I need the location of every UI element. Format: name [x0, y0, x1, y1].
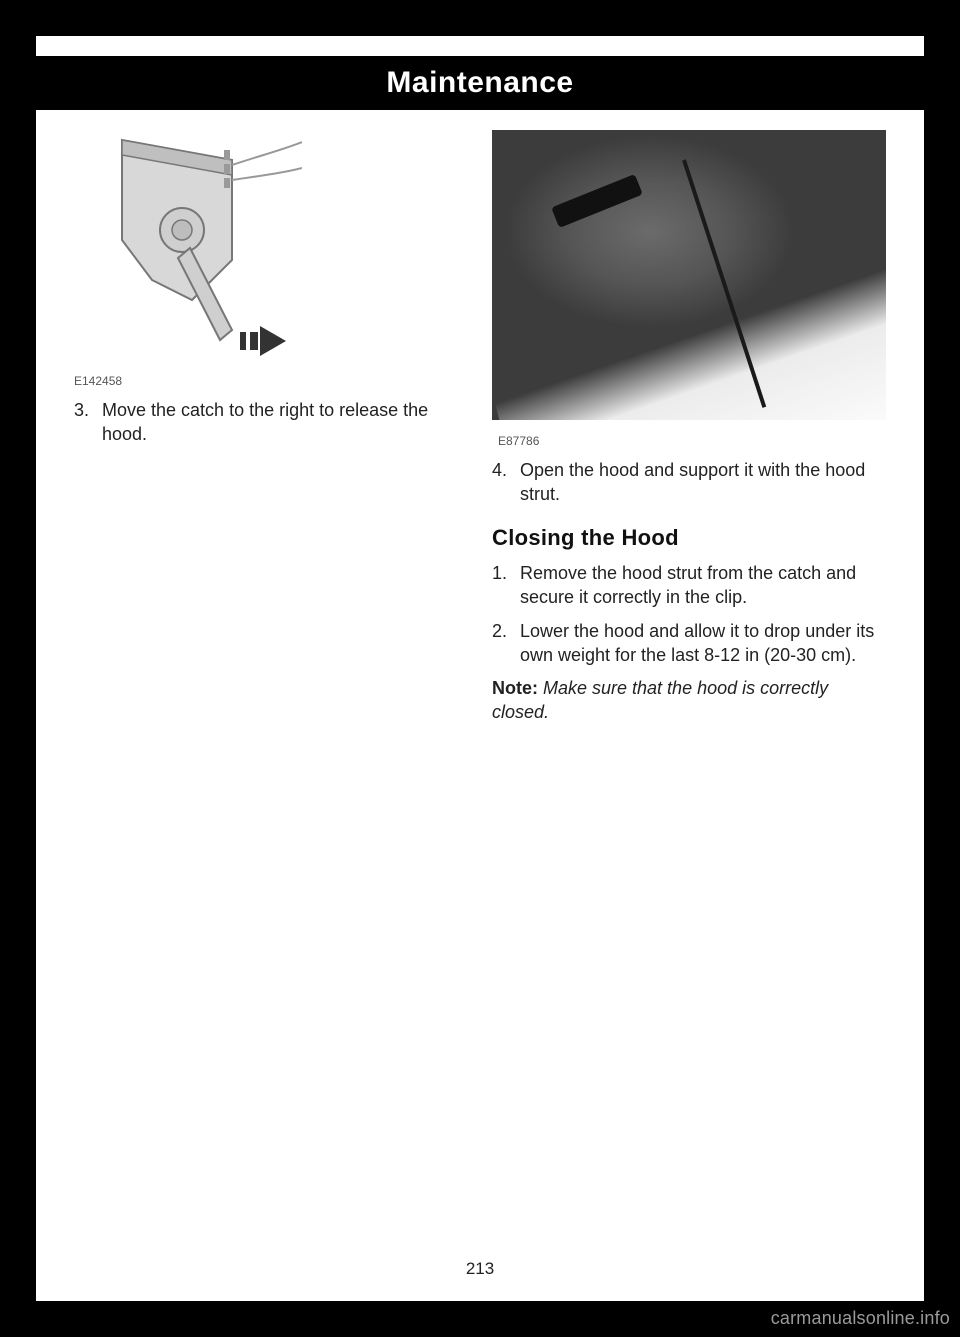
step-3: 3. Move the catch to the right to releas…	[74, 398, 468, 447]
closing-step-2-text: Lower the hood and allow it to drop unde…	[520, 619, 886, 668]
step-3-number: 3.	[74, 398, 102, 447]
figure-1-label: E142458	[74, 374, 468, 388]
content-area: E142458 3. Move the catch to the right t…	[74, 130, 886, 1240]
step-4: 4. Open the hood and support it with the…	[492, 458, 886, 507]
closing-step-2: 2. Lower the hood and allow it to drop u…	[492, 619, 886, 668]
closing-hood-heading: Closing the Hood	[492, 525, 886, 551]
hood-edge	[492, 193, 886, 420]
page-title-band: Maintenance	[36, 56, 924, 110]
figure-hood-latch	[82, 130, 302, 370]
closing-step-1-text: Remove the hood strut from the catch and…	[520, 561, 886, 610]
step-3-text: Move the catch to the right to release t…	[102, 398, 468, 447]
hood-latch-illustration	[82, 130, 302, 370]
figure-hood-strut	[492, 130, 886, 430]
left-column: E142458 3. Move the catch to the right t…	[74, 130, 468, 1240]
closing-step-1-number: 1.	[492, 561, 520, 610]
step-4-text: Open the hood and support it with the ho…	[520, 458, 886, 507]
figure-2-label: E87786	[498, 434, 886, 448]
hood-strut-photo	[492, 130, 886, 420]
page-title: Maintenance	[386, 66, 573, 99]
watermark: carmanualsonline.info	[771, 1308, 950, 1329]
closing-step-1: 1. Remove the hood strut from the catch …	[492, 561, 886, 610]
manual-page: Maintenance	[36, 36, 924, 1301]
right-column: E87786 4. Open the hood and support it w…	[492, 130, 886, 1240]
closing-step-2-number: 2.	[492, 619, 520, 668]
hood-slot	[551, 174, 643, 228]
page-number: 213	[36, 1259, 924, 1279]
note-text: Make sure that the hood is correctly clo…	[492, 678, 828, 722]
step-4-number: 4.	[492, 458, 520, 507]
note-paragraph: Note: Make sure that the hood is correct…	[492, 676, 886, 725]
note-label: Note:	[492, 678, 538, 698]
